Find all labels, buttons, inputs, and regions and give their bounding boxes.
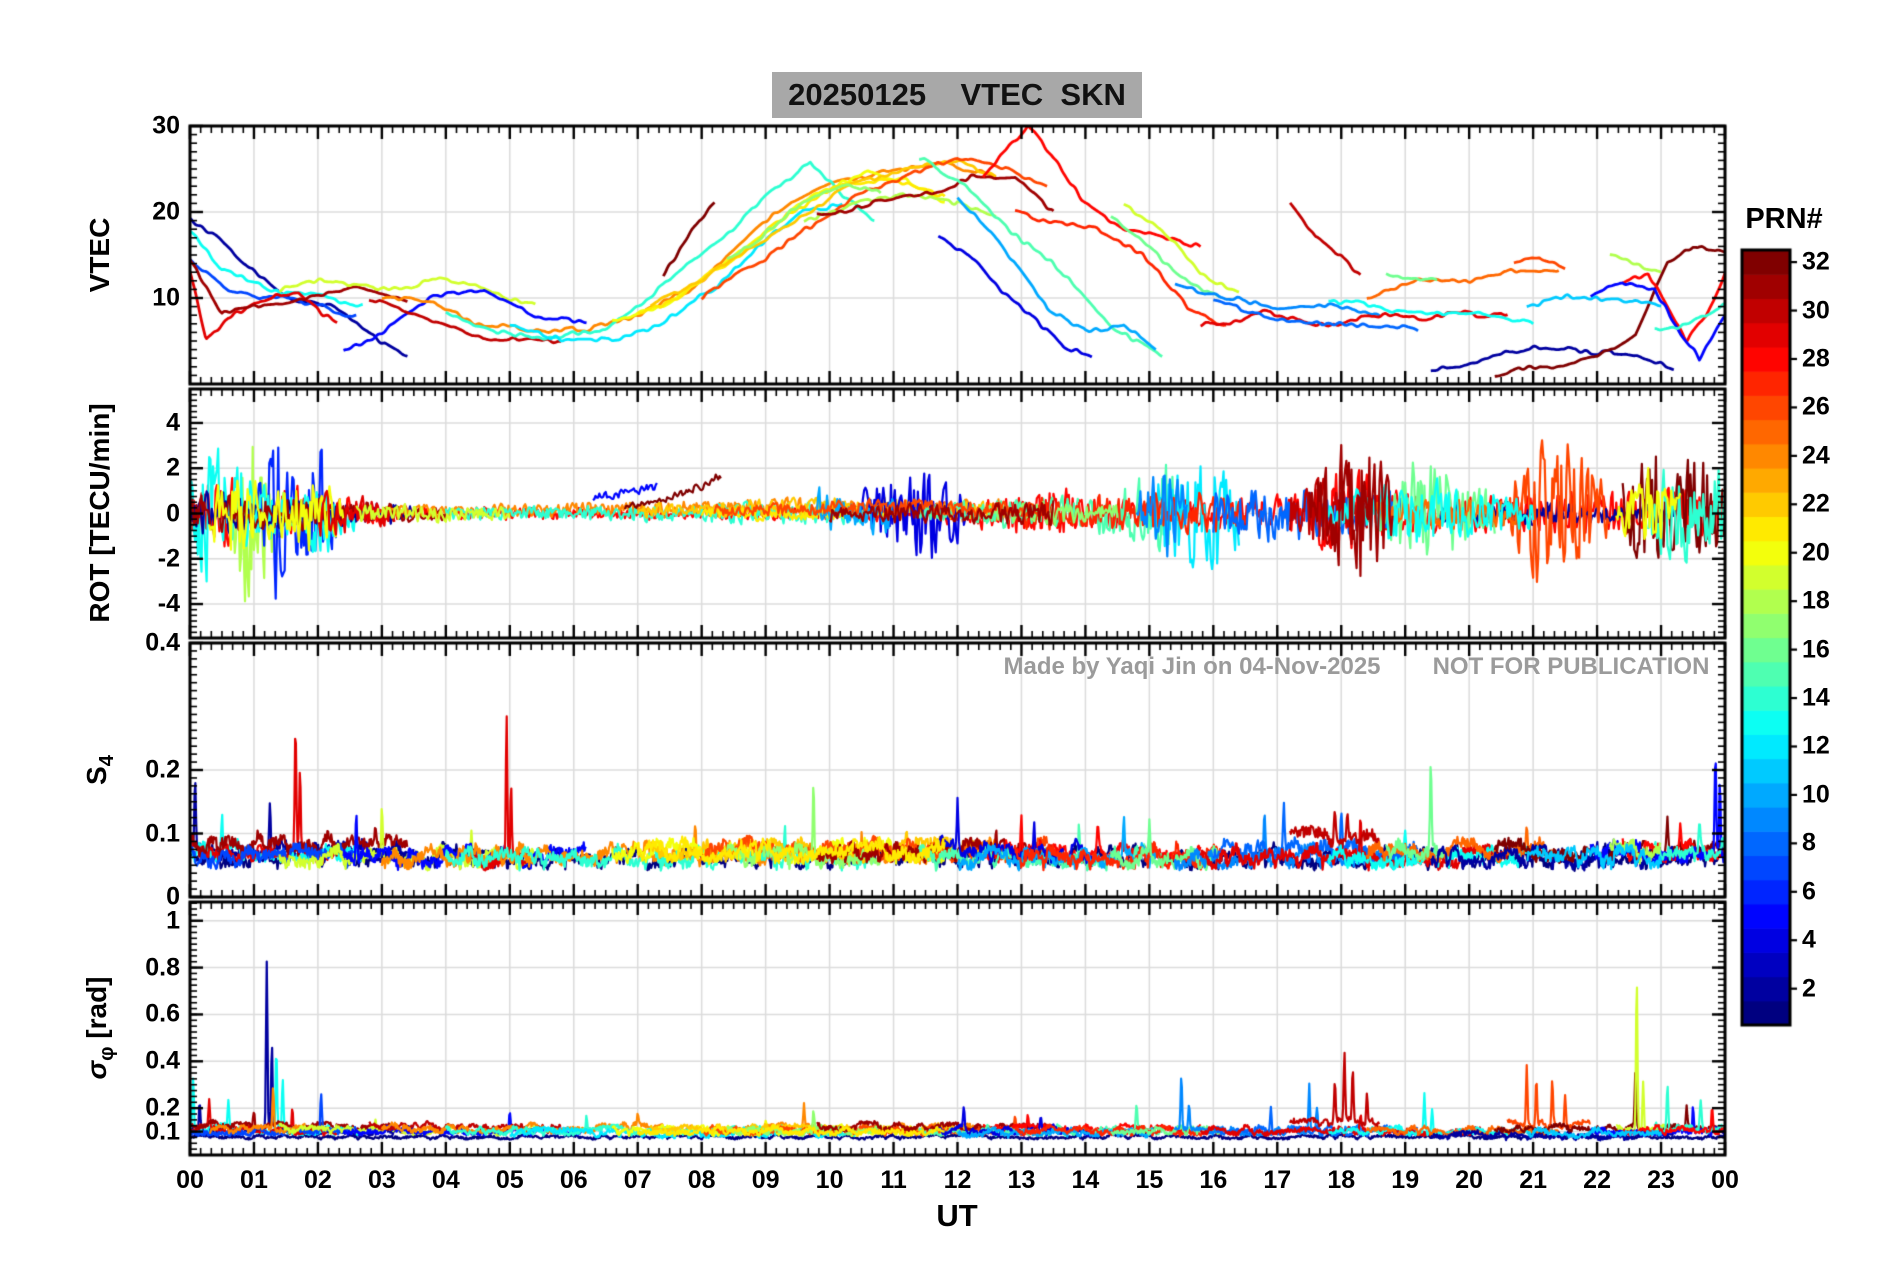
- x-tick-label: 00: [1711, 1166, 1739, 1194]
- y-tick-label: 0.8: [145, 953, 180, 982]
- y-tick-label: 20: [152, 197, 180, 226]
- x-tick-label: 19: [1391, 1166, 1420, 1194]
- x-tick-label: 11: [880, 1166, 907, 1194]
- x-tick-label: 08: [687, 1166, 716, 1194]
- watermark-not-for-publication: NOT FOR PUBLICATION: [1432, 653, 1710, 680]
- y-tick-label: 1: [166, 906, 180, 935]
- y-tick-label: 0.4: [145, 628, 180, 657]
- x-tick-label: 13: [1007, 1166, 1036, 1194]
- y-tick-label: -4: [157, 589, 180, 618]
- x-tick-label: 12: [943, 1166, 972, 1194]
- y-tick-label: -2: [157, 544, 180, 573]
- colorbar-tick-label: 10: [1802, 780, 1830, 809]
- x-tick-label: 18: [1327, 1166, 1356, 1194]
- x-tick-label: 00: [176, 1166, 204, 1194]
- colorbar-tick-label: 16: [1802, 635, 1830, 664]
- colorbar-tick-label: 14: [1802, 683, 1830, 712]
- x-tick-label: 16: [1199, 1166, 1228, 1194]
- colorbar-tick-label: 2: [1802, 974, 1816, 1003]
- y-tick-label: 0.4: [145, 1046, 180, 1075]
- colorbar-tick-label: 20: [1802, 538, 1830, 567]
- y-tick-label: 0.2: [145, 1093, 180, 1122]
- y-tick-label: 4: [166, 408, 180, 437]
- y-tick-label: 0: [166, 882, 180, 911]
- colorbar-tick-label: 32: [1802, 247, 1830, 276]
- xlabel-ut: UT: [936, 1198, 978, 1233]
- x-tick-label: 14: [1071, 1166, 1100, 1194]
- colorbar-tick-label: 12: [1802, 731, 1830, 760]
- x-tick-label: 22: [1583, 1166, 1611, 1194]
- colorbar-tick-label: 26: [1802, 392, 1830, 421]
- colorbar-tick-label: 24: [1802, 441, 1830, 470]
- x-tick-label: 01: [240, 1166, 268, 1194]
- y-tick-label: 10: [152, 283, 180, 312]
- y-tick-label: 0.1: [145, 1117, 180, 1146]
- x-tick-label: 17: [1263, 1166, 1292, 1194]
- colorbar-tick-label: 30: [1802, 296, 1830, 325]
- x-tick-label: 06: [559, 1166, 588, 1194]
- y-tick-label: 0: [166, 499, 180, 527]
- colorbar-tick-label: 4: [1802, 925, 1816, 954]
- colorbar-tick-label: 18: [1802, 586, 1830, 615]
- x-tick-label: 03: [367, 1166, 396, 1194]
- y-tick-label: 0.1: [145, 819, 180, 847]
- x-tick-label: 07: [623, 1166, 652, 1194]
- ylabel-vtec: VTEC: [84, 217, 115, 293]
- colorbar-tick-label: 28: [1802, 344, 1830, 373]
- x-tick-label: 05: [495, 1166, 524, 1194]
- x-tick-label: 10: [815, 1166, 844, 1194]
- x-tick-label: 15: [1135, 1166, 1164, 1194]
- x-tick-label: 02: [304, 1166, 332, 1194]
- y-tick-label: 30: [152, 111, 180, 140]
- x-tick-label: 23: [1647, 1166, 1675, 1194]
- y-tick-label: 0.2: [145, 755, 180, 784]
- colorbar-tick-label: 6: [1802, 877, 1816, 906]
- y-tick-label: 0.6: [145, 999, 180, 1028]
- y-tick-label: 2: [166, 453, 180, 482]
- x-tick-label: 20: [1455, 1166, 1484, 1194]
- colorbar-tick-label: 22: [1802, 489, 1830, 518]
- x-tick-label: 21: [1519, 1166, 1548, 1194]
- chart-title: 20250125 VTEC SKN: [772, 72, 1142, 118]
- watermark-made-by: Made by Yaqi Jin on 04-Nov-2025: [1003, 653, 1381, 680]
- x-tick-label: 04: [431, 1166, 460, 1194]
- colorbar-title: PRN#: [1745, 203, 1823, 235]
- colorbar-tick-label: 8: [1802, 828, 1816, 857]
- x-tick-label: 09: [751, 1166, 780, 1194]
